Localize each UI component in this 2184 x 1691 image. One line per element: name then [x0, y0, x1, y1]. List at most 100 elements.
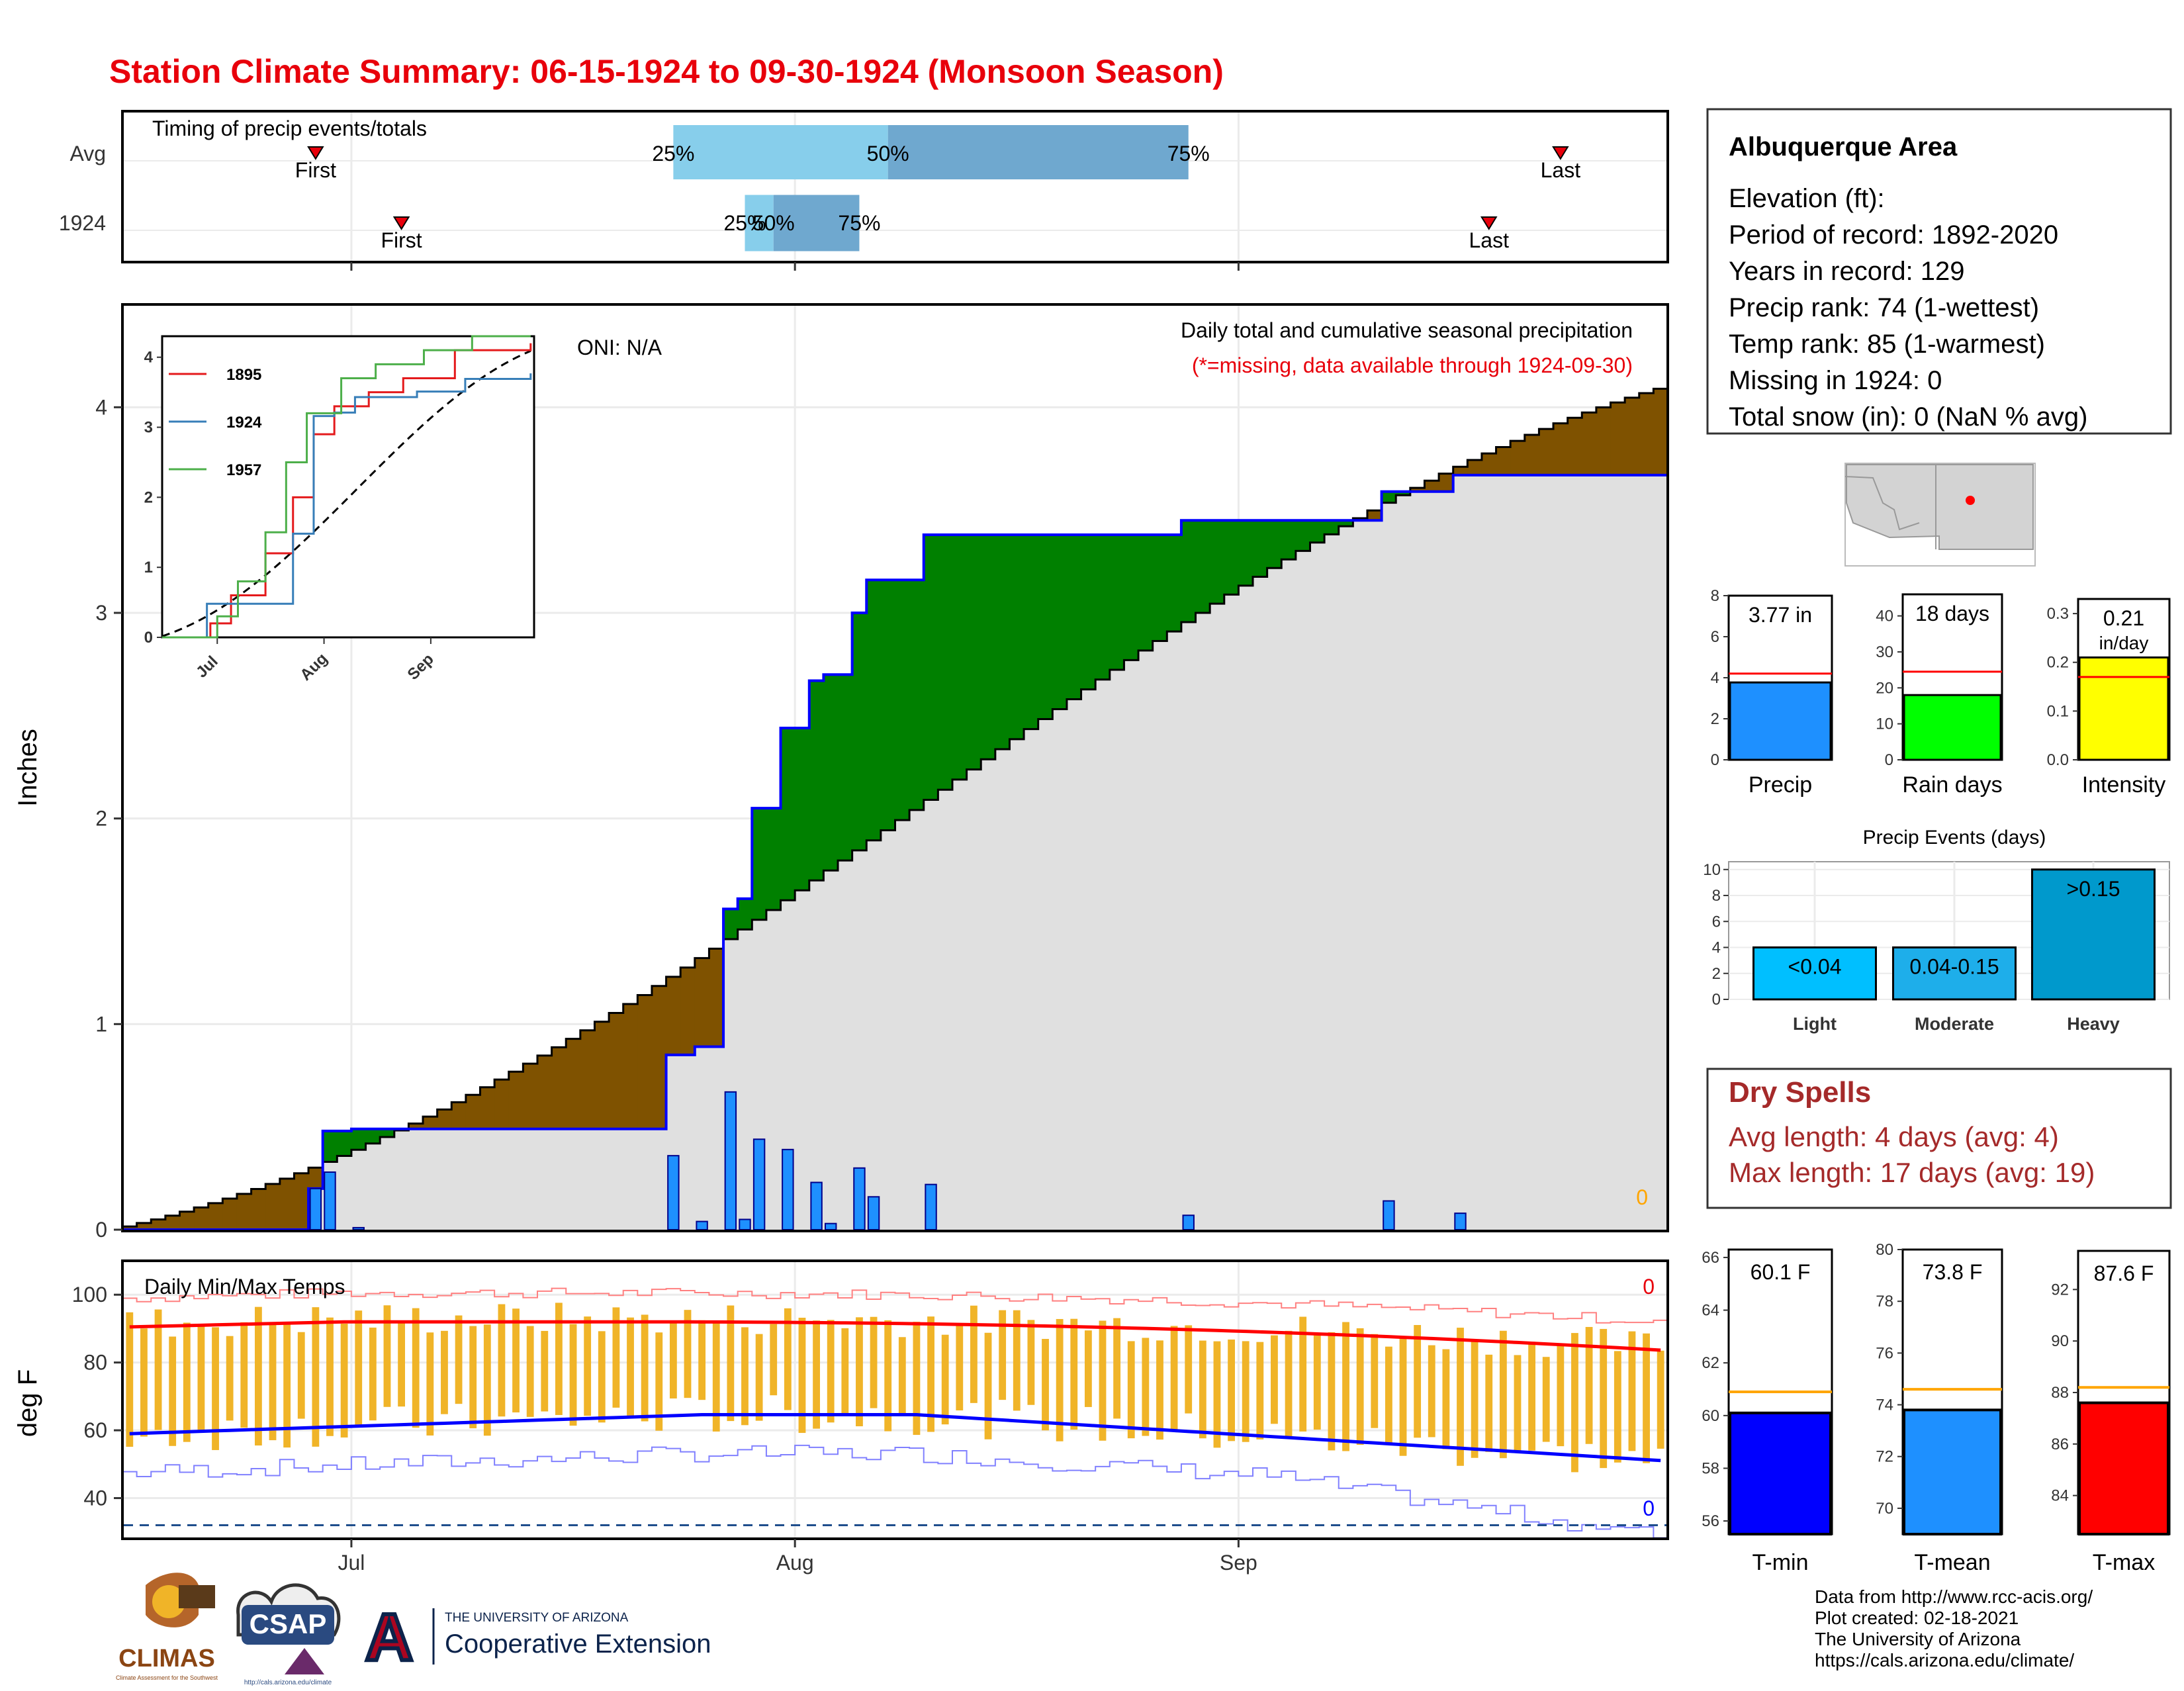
daily-temp-range-bar: [1628, 1331, 1636, 1451]
below-normal-area: [1625, 397, 1640, 475]
above-normal-area: [1210, 520, 1225, 604]
dry-spells-box: Dry Spells Avg length: 4 days (avg: 4) M…: [1706, 1068, 2172, 1209]
summary-bar-value: [2078, 656, 2169, 761]
daily-temp-range-bar: [927, 1316, 934, 1432]
above-normal-area: [1138, 534, 1154, 651]
daily-temp-range-bar: [870, 1316, 878, 1408]
above-normal-area: [809, 680, 824, 881]
above-normal-area: [1224, 520, 1239, 595]
above-normal-area: [1238, 520, 1253, 586]
normal-cumulative-area: [566, 1128, 581, 1230]
daily-precip-bar: [309, 1187, 322, 1231]
daily-temp-range-bar: [984, 1332, 992, 1440]
events-bar-label: >0.15: [2067, 877, 2120, 901]
above-normal-area: [938, 534, 953, 790]
last-event-label: Last: [1541, 158, 1581, 182]
normal-cumulative-area: [1138, 650, 1154, 1230]
below-normal-area: [122, 1226, 138, 1230]
last-event-label: Last: [1469, 228, 1510, 252]
above-normal-area: [923, 534, 938, 800]
summary-bar-tick-label: 4: [1711, 669, 1719, 687]
daily-temp-range-bar: [526, 1326, 534, 1417]
daily-temp-range-bar: [340, 1324, 348, 1438]
normal-cumulative-area: [623, 1128, 638, 1230]
daily-temp-range-bar: [1371, 1334, 1379, 1428]
above-normal-area: [1124, 534, 1139, 661]
normal-cumulative-area: [1195, 613, 1210, 1230]
daily-precip-bar: [810, 1181, 823, 1230]
above-normal-area: [1310, 520, 1325, 543]
below-normal-area: [1424, 480, 1439, 492]
precip-event-marker: [307, 146, 324, 160]
above-normal-area: [966, 534, 981, 770]
below-normal-area: [551, 1047, 567, 1129]
daily-temp-range-bar: [1199, 1340, 1206, 1439]
above-normal-area: [1024, 534, 1039, 729]
daily-precip-bar: [824, 1222, 837, 1231]
temp-summary-tick-label: 56: [1702, 1512, 1719, 1530]
precip-y-tick-label: 1: [95, 1012, 107, 1036]
normal-cumulative-area: [1038, 719, 1053, 1230]
normal-cumulative-area: [437, 1128, 452, 1230]
ua-block-a: A: [365, 1600, 413, 1674]
credit-line: Data from http://www.rcc-acis.org/: [1815, 1586, 2093, 1607]
quartile-bar-upper: [773, 195, 860, 251]
temp-summary-tick-label: 72: [1876, 1448, 1893, 1466]
temp-summary-tick-label: 66: [1702, 1249, 1719, 1267]
daily-temp-range-bar: [770, 1324, 778, 1396]
daily-temp-range-bar: [655, 1332, 663, 1431]
normal-cumulative-area: [823, 870, 839, 1230]
below-normal-area: [308, 1167, 324, 1189]
below-normal-area: [1610, 402, 1625, 475]
summary-bar-tick-label: 0.2: [2047, 654, 2069, 672]
events-bar: [2031, 868, 2156, 1001]
daily-temp-range-bar: [1600, 1328, 1608, 1469]
normal-cumulative-area: [1253, 576, 1268, 1230]
precip-y-tick-label: 0: [95, 1218, 107, 1242]
summary-bar-value: [1729, 681, 1832, 761]
daily-temp-range-bar: [612, 1307, 620, 1408]
daily-temp-range-bar: [154, 1309, 162, 1430]
above-normal-area: [1295, 520, 1311, 551]
below-normal-area: [194, 1207, 209, 1230]
normal-cumulative-area: [337, 1156, 352, 1230]
daily-temp-range-bar: [941, 1334, 949, 1425]
above-normal-area: [1052, 534, 1068, 709]
above-normal-area: [909, 580, 925, 810]
above-normal-area: [880, 580, 896, 831]
normal-cumulative-area: [1324, 534, 1340, 1230]
below-normal-area: [494, 1079, 510, 1129]
daily-temp-range-bar: [1499, 1330, 1507, 1459]
precip-y-axis-label: Inches: [13, 729, 42, 807]
temp-summary-tick-label: 58: [1702, 1459, 1719, 1477]
daily-precip-bar: [867, 1196, 880, 1230]
daily-temp-range-bar: [841, 1328, 849, 1414]
summary-bar-value-label: 3.77 in: [1749, 603, 1812, 627]
precip-event-marker: [392, 216, 410, 230]
daily-temp-range-bar: [1643, 1333, 1650, 1463]
daily-temp-range-bar: [727, 1305, 735, 1422]
below-normal-area: [1453, 467, 1468, 475]
climas-logo: CLIMAS Climate Assessment for the Southw…: [116, 1573, 218, 1681]
below-normal-area: [1481, 453, 1497, 475]
daily-precip-bar: [925, 1183, 937, 1230]
daily-temp-range-bar: [483, 1324, 491, 1436]
normal-cumulative-area: [1610, 475, 1625, 1230]
events-y-tick-label: 0: [1712, 991, 1721, 1009]
normal-cumulative-area: [1338, 526, 1353, 1230]
daily-temp-range-bar: [1084, 1330, 1092, 1407]
below-normal-area: [251, 1189, 266, 1230]
normal-cumulative-area: [1167, 631, 1182, 1230]
daily-temp-range-bar: [1213, 1341, 1221, 1448]
above-normal-area: [995, 534, 1011, 750]
normal-cumulative-area: [480, 1128, 495, 1230]
inset-y-tick-label: 0: [144, 629, 153, 647]
normal-cumulative-area: [1152, 641, 1167, 1230]
normal-cumulative-area: [694, 1046, 710, 1230]
below-normal-area: [1567, 418, 1582, 475]
above-normal-area: [795, 727, 810, 891]
above-normal-area: [1253, 520, 1268, 577]
ua-cooperative-extension-logo: A THE UNIVERSITY OF ARIZONA Cooperative …: [363, 1598, 711, 1676]
above-normal-area: [838, 674, 853, 861]
dry-spells-title: Dry Spells: [1729, 1076, 1871, 1109]
